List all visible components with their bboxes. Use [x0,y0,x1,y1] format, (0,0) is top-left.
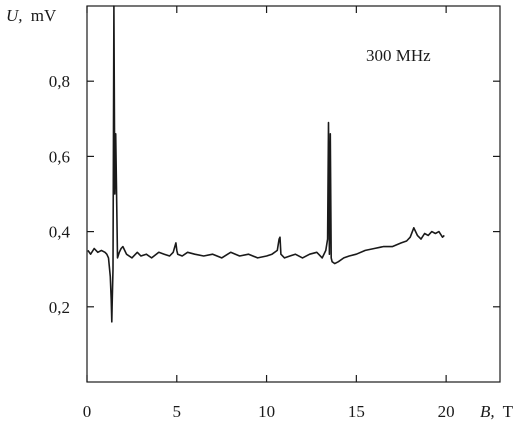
x-tick-label: 10 [258,402,275,421]
y-axis-unit: mV [31,6,57,25]
x-tick-label: 0 [83,402,92,421]
axes [86,5,501,383]
y-tick-label: 0,4 [49,223,71,242]
y-tick-label: 0,2 [49,298,70,317]
tick-labels: 0 5 10 15 20 0,2 0,4 0,6 0,8 [49,72,455,421]
x-tick-label: 5 [173,402,182,421]
y-tick-label: 0,6 [49,147,70,166]
x-tick-label: 15 [348,402,365,421]
x-axis-title: B, T [480,402,514,421]
plot-frame [86,5,501,383]
y-axis-title: U, mV [6,6,57,25]
series-line [87,5,445,323]
x-axis-unit: T [503,402,514,421]
frequency-annotation: 300 MHz [366,46,431,65]
series-group [87,5,445,323]
x-axis-symbol: B, [480,402,495,421]
x-tick-label: 20 [438,402,455,421]
y-tick-label: 0,8 [49,72,70,91]
ticks [86,6,500,382]
y-axis-symbol: U, [6,6,23,25]
